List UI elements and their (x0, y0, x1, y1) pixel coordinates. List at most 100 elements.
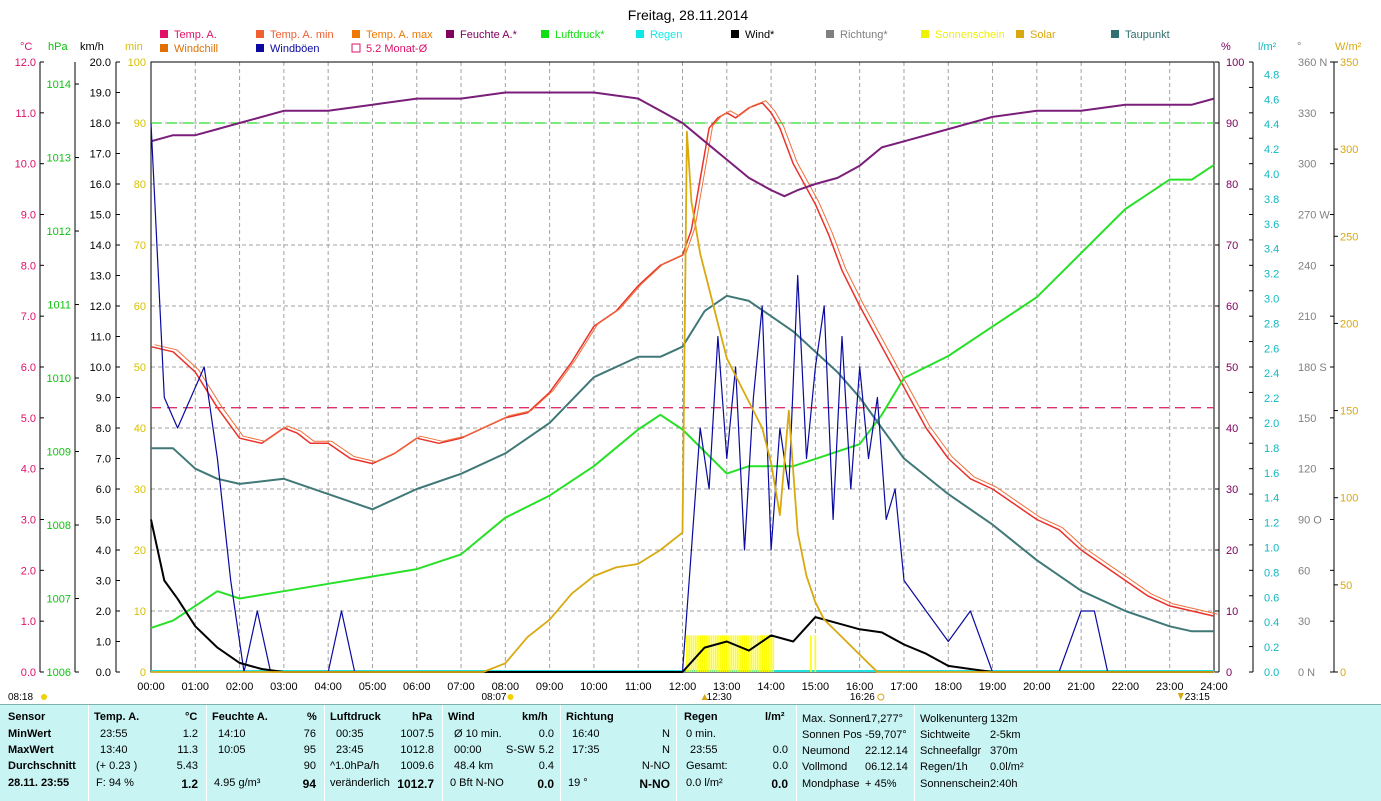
direction-min-value: N (662, 728, 670, 740)
axis-tick-direction: 60 (1298, 565, 1310, 577)
legend-marker (160, 44, 168, 52)
legend-label: Temp. A. max (366, 29, 433, 41)
wind-daily-avg: 0.4 (538, 760, 554, 772)
axis-tick-time: 10:00 (580, 681, 608, 693)
rain-rate-value: 0.0l/m² (990, 761, 1024, 773)
axis-tick-pressure: 1013 (47, 153, 71, 165)
axis-tick-sunmin: 30 (134, 484, 146, 496)
wind-avg-label: Ø 10 min. (454, 728, 502, 740)
direction-max-value: N (662, 744, 670, 756)
weather-chart: Freitag, 28.11.2014 Temp. A.WindchillTem… (8, 7, 1362, 703)
new-moon-value: 22.12.14 (865, 745, 908, 757)
axis-tick-direction: 90 O (1298, 515, 1322, 527)
visibility-label: Sichtweite (920, 729, 971, 741)
temp-header: Temp. A. (94, 711, 140, 723)
axis-tick-solar: 100 (1340, 493, 1358, 505)
pressure-max-time: 23:45 (336, 744, 364, 756)
axis-tick-wind: 7.0 (96, 454, 111, 466)
rain-header: Regen (684, 711, 718, 723)
moon-phase-value: + 45% (865, 778, 897, 790)
legend-label: Regen (650, 29, 682, 41)
axis-tick-time: 13:00 (713, 681, 741, 693)
axis-tick-time: 02:00 (226, 681, 254, 693)
wind-unit: km/h (522, 711, 548, 723)
direction-avg-value: N-NO (641, 760, 670, 772)
axis-tick-sunmin: 70 (134, 240, 146, 252)
pressure-min-time: 00:35 (336, 728, 364, 740)
pressure-min-value: 1007.5 (400, 728, 434, 740)
axis-tick-humidity: 80 (1226, 179, 1238, 191)
new-moon-label: Neumond (802, 745, 850, 757)
axis-tick-direction: 210 (1298, 311, 1316, 323)
legend-marker (921, 30, 929, 38)
axis-tick-time: 07:00 (447, 681, 475, 693)
pressure-header: Luftdruck (330, 711, 381, 723)
legend: Temp. A. Windchill Temp. A. min Windböen Tem… (160, 29, 1170, 55)
prev-sunrise-label: 08:18 (8, 692, 33, 703)
axis-tick-solar: 150 (1340, 406, 1358, 418)
axis-tick-rain: 2.6 (1264, 343, 1279, 355)
axis-tick-sunmin: 50 (134, 362, 146, 374)
axis-tick-sunmin: 90 (134, 118, 146, 130)
chart-title: Freitag, 28.11.2014 (628, 7, 749, 23)
axis-tick-time: 23:00 (1156, 681, 1184, 693)
cloud-base-value: 132m (990, 713, 1018, 725)
legend-marker (446, 30, 454, 38)
wind-max-time: 00:00 (454, 744, 482, 756)
event-markers: 08:07 12:30 16:26 23:15 08:18 (8, 692, 1210, 703)
axis-unit-rain: l/m² (1258, 41, 1277, 53)
axis-tick-time: 03:00 (270, 681, 298, 693)
rain-day-amount: 0.0 l/m² (686, 777, 723, 789)
direction-degrees: 19 ° (568, 777, 588, 789)
axis-tick-temp: 11.0 (15, 108, 36, 120)
axis-tick-time: 01:00 (182, 681, 210, 693)
temp-trend: (+ 0.23 ) (96, 760, 138, 772)
axis-tick-temp: 0.0 (21, 667, 36, 679)
row-label-max: MaxWert (8, 744, 54, 756)
axis-tick-direction: 150 (1298, 413, 1316, 425)
axis-tick-time: 15:00 (802, 681, 830, 693)
axis-tick-wind: 6.0 (96, 484, 111, 496)
max-sun-value: 17,277° (865, 713, 904, 725)
wind-max-direction: S-SW (506, 744, 535, 756)
legend-marker (731, 30, 739, 38)
pressure-tendency: veränderlich (330, 777, 390, 789)
axes: °C hPa km/h min% l/m² ° W/m² 12.0 11.0 10.0 9.0 8.0… (15, 41, 1362, 693)
humidity-current-value: 94 (302, 777, 316, 791)
axis-tick-direction: 330 (1298, 108, 1316, 120)
axis-tick-solar: 50 (1340, 580, 1352, 592)
axis-tick-pressure: 1006 (47, 667, 71, 679)
axis-tick-wind: 13.0 (90, 271, 111, 283)
axis-tick-pressure: 1011 (47, 300, 71, 312)
full-moon-label: Vollmond (802, 761, 848, 773)
sunset-label: 16:26 (850, 692, 875, 703)
prev-sunrise-marker (41, 694, 47, 700)
axis-tick-rain: 4.2 (1264, 144, 1279, 156)
axis-tick-wind: 12.0 (90, 301, 111, 313)
axis-tick-sunmin: 60 (134, 301, 146, 313)
temp-max-value: 11.3 (177, 744, 198, 756)
wind-header: Wind (448, 711, 475, 723)
rain-rate-label: Regen/1h (920, 761, 968, 773)
axis-unit-humidity: % (1221, 41, 1231, 53)
axis-tick-rain: 0.4 (1264, 617, 1279, 629)
snowline-value: 370m (990, 745, 1018, 757)
rain-duration: 0 min. (686, 728, 716, 740)
axis-tick-wind: 19.0 (90, 88, 111, 100)
legend-marker (351, 43, 361, 53)
axis-tick-rain: 1.2 (1264, 518, 1279, 530)
axis-tick-time: 22:00 (1112, 681, 1140, 693)
legend-label: Sonnenschein (935, 29, 1005, 41)
legend-label: Solar (1030, 29, 1056, 41)
axis-tick-temp: 6.0 (21, 362, 36, 374)
moon-phase-label: Mondphase (802, 778, 860, 790)
axis-tick-rain: 3.4 (1264, 244, 1279, 256)
axis-unit-solar: W/m² (1335, 41, 1362, 53)
legend-label: Taupunkt (1125, 29, 1170, 41)
axis-tick-temp: 8.0 (21, 260, 36, 272)
series-line-luftdruck (150, 164, 1215, 629)
axis-tick-rain: 1.8 (1264, 443, 1279, 455)
humidity-absolute: 4.95 g/m³ (214, 777, 261, 789)
series-line-wind (150, 519, 1214, 673)
axis-tick-wind: 1.0 (96, 637, 111, 649)
